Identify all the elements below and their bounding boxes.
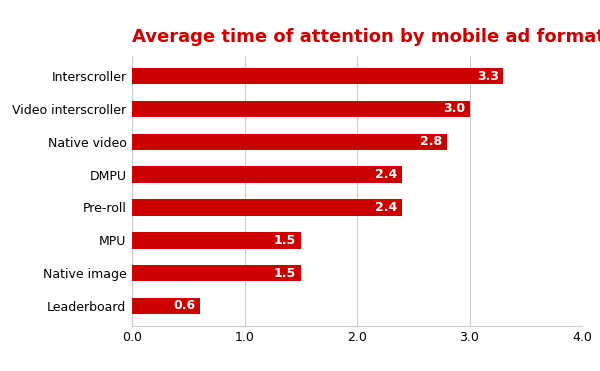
Text: 0.6: 0.6 [173, 299, 195, 312]
Bar [132, 167, 402, 183]
Bar [132, 298, 199, 314]
Text: 1.5: 1.5 [274, 234, 296, 247]
Bar [132, 101, 470, 117]
Text: 3.0: 3.0 [443, 102, 465, 115]
Bar [132, 134, 447, 150]
Text: 2.4: 2.4 [375, 168, 398, 181]
Bar [132, 232, 301, 249]
Bar [132, 199, 402, 216]
Bar [132, 68, 503, 84]
Text: 1.5: 1.5 [274, 267, 296, 280]
Text: 2.8: 2.8 [421, 135, 443, 148]
Bar [132, 265, 301, 281]
Text: Average time of attention by mobile ad format: Average time of attention by mobile ad f… [132, 28, 600, 46]
Text: 3.3: 3.3 [477, 70, 499, 83]
Text: 2.4: 2.4 [375, 201, 398, 214]
